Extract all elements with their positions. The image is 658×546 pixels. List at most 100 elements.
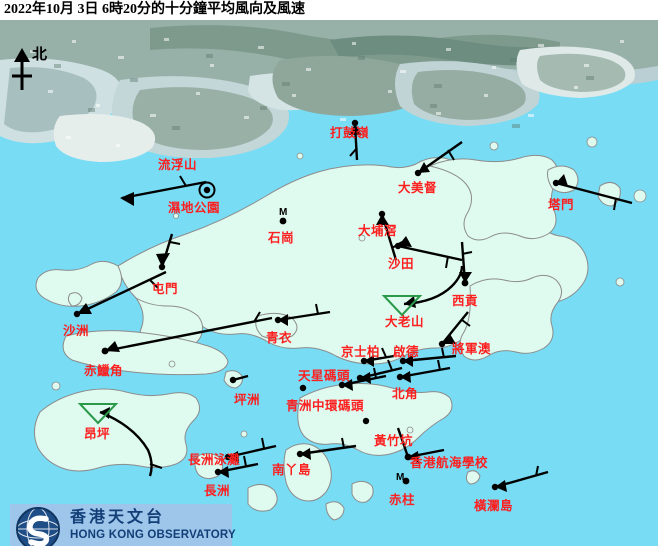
land-plover-cove <box>428 154 559 241</box>
barb-lau-fau-shan-feather <box>179 175 187 187</box>
hko-logo: 香港天文台 HONG KONG OBSERVATORY <box>10 504 236 546</box>
barb-cheung-chau-feather <box>243 455 247 467</box>
station-markers-layer <box>73 119 560 491</box>
marker-dot-shek-kong <box>279 217 287 225</box>
land-sai-kung-peninsula <box>459 274 562 361</box>
station-label[interactable]: 坪洲 <box>234 393 261 407</box>
land-hong-kong-island <box>297 383 453 456</box>
station-label[interactable]: 沙田 <box>388 257 415 271</box>
barb-sai-kung-feather <box>461 251 473 255</box>
marker-dot-tsing-yi <box>274 316 282 324</box>
land-south-islet-a <box>247 484 278 512</box>
land-waglan <box>465 470 481 485</box>
station-label[interactable]: 西貢 <box>452 294 479 308</box>
station-label[interactable]: 大埔滘 <box>358 224 398 238</box>
barb-tsing-yi-feather <box>315 303 319 315</box>
station-label[interactable]: 天星碼頭 <box>298 369 351 383</box>
map-canvas[interactable]: 北 打鼓嶺流浮山濕地公園石崗 M 大美督塔門大埔滘沙田屯門西貢沙洲 大老山赤鱲角 青衣京… <box>0 20 658 546</box>
station-label[interactable]: 塔門 <box>548 198 575 212</box>
barb-tap-mun-feather <box>613 197 617 211</box>
hko-globe-logo <box>16 507 60 546</box>
marker-triangle-ngong-ping <box>77 403 119 425</box>
marker-dot-sea-school <box>404 453 412 461</box>
barb-lamma-feather <box>341 437 345 449</box>
page-title: 2022年10月 3日 6時20分的十分鐘平均風向及風速 <box>4 2 305 17</box>
station-label[interactable]: 橫瀾島 <box>474 499 514 513</box>
marker-dot-star-ferry <box>356 374 364 382</box>
barb-north-point-feather <box>437 359 441 371</box>
barb-tuen-mun-feather <box>169 241 181 245</box>
marker-dot-peng-chau <box>229 376 237 384</box>
marker-dot-north-point <box>396 373 404 381</box>
barb-star-ferry-feather <box>387 359 393 371</box>
logo-text-zh: 香港天文台 <box>70 509 166 526</box>
barb-kings-park-feather <box>381 347 387 358</box>
barb-ta-kwu-ling-feather <box>349 147 358 157</box>
marker-dot-lamma <box>296 450 304 458</box>
barb-ngong-ping-feather <box>149 463 163 469</box>
barb-central-pier-feather <box>373 367 377 379</box>
marker-dot-tap-mun <box>552 179 560 187</box>
station-label[interactable]: 打鼓嶺 <box>330 126 370 140</box>
mainland-china-layer <box>0 20 658 162</box>
barb-sea-school-up <box>396 427 410 458</box>
station-label[interactable]: 流浮山 <box>158 158 198 172</box>
station-label[interactable]: 中環碼頭 <box>312 399 365 413</box>
north-arrow: 北 <box>6 46 66 92</box>
north-label: 北 <box>32 47 48 63</box>
marker-dot-sai-kung <box>461 279 469 287</box>
barb-sha-chau-feather <box>149 279 159 289</box>
marker-dot-chek-lap-kok <box>101 347 109 355</box>
station-label[interactable]: 青洲 <box>286 399 313 413</box>
station-label[interactable]: 啟德 <box>393 345 420 359</box>
barb-tai-mei-tuk-feather <box>447 149 455 161</box>
barb-sha-tin <box>397 244 463 262</box>
station-label[interactable]: 京士柏 <box>341 345 381 359</box>
station-label[interactable]: 濕地公園 <box>168 201 221 215</box>
station-label[interactable]: 石崗 <box>268 231 295 245</box>
station-label[interactable]: 屯門 <box>152 282 179 296</box>
marker-dot-sha-chau <box>73 310 81 318</box>
station-label[interactable]: 赤柱 <box>389 493 416 507</box>
land-deep-bay-shore <box>35 260 122 307</box>
land-sha-chau <box>67 292 83 307</box>
station-label[interactable]: 北角 <box>392 387 419 401</box>
hongkong-land-layer <box>34 154 621 521</box>
marker-dot-wong-chuk-hang <box>362 417 370 425</box>
station-label[interactable]: 青衣 <box>266 331 293 345</box>
marker-dot-cheung-chau <box>214 468 222 476</box>
station-label[interactable]: 昂坪 <box>84 427 111 441</box>
station-m-marker: M <box>396 472 405 483</box>
marker-dot-tseung-kwan-o <box>438 340 446 348</box>
station-label[interactable]: 赤鱲角 <box>84 364 124 378</box>
land-lamma-island <box>283 443 332 502</box>
barb-tap-mun <box>555 181 633 205</box>
barb-sha-chau <box>76 270 167 316</box>
marker-dot-ta-kwu-ling <box>351 119 359 127</box>
marker-dot-kings-park <box>360 357 368 365</box>
station-label[interactable]: 南丫島 <box>272 463 312 477</box>
logo-text-en: HONG KONG OBSERVATORY <box>70 529 236 541</box>
station-label[interactable]: 大美督 <box>398 181 438 195</box>
marker-dot-central-pier <box>338 381 346 389</box>
barb-ngong-ping <box>99 410 153 477</box>
station-label[interactable]: 香港航海學校 <box>410 456 489 470</box>
wind-arrowheads-layer <box>77 124 568 492</box>
station-m-marker: M <box>279 207 288 218</box>
barb-kai-tak-feather <box>441 347 445 359</box>
marker-triangle-tates-cairn <box>381 295 423 317</box>
station-label[interactable]: 將軍澳 <box>452 342 492 356</box>
station-label[interactable]: 長洲泳灘 <box>188 453 241 467</box>
marker-dot-cheung-chau-beach <box>224 453 232 461</box>
barb-waglan-feather <box>535 465 539 477</box>
station-label[interactable]: 大老山 <box>385 315 425 329</box>
north-arrow-icon <box>12 48 32 90</box>
station-label[interactable]: 黃竹坑 <box>374 434 414 448</box>
marker-dot-tsing-chau <box>299 384 307 392</box>
barb-tseung-kwan-o-feather <box>461 319 471 327</box>
station-label[interactable]: 沙洲 <box>63 324 90 338</box>
marker-circle-wetland-park <box>198 181 216 199</box>
station-label[interactable]: 長洲 <box>204 484 231 498</box>
marker-dot-waglan <box>491 483 499 491</box>
